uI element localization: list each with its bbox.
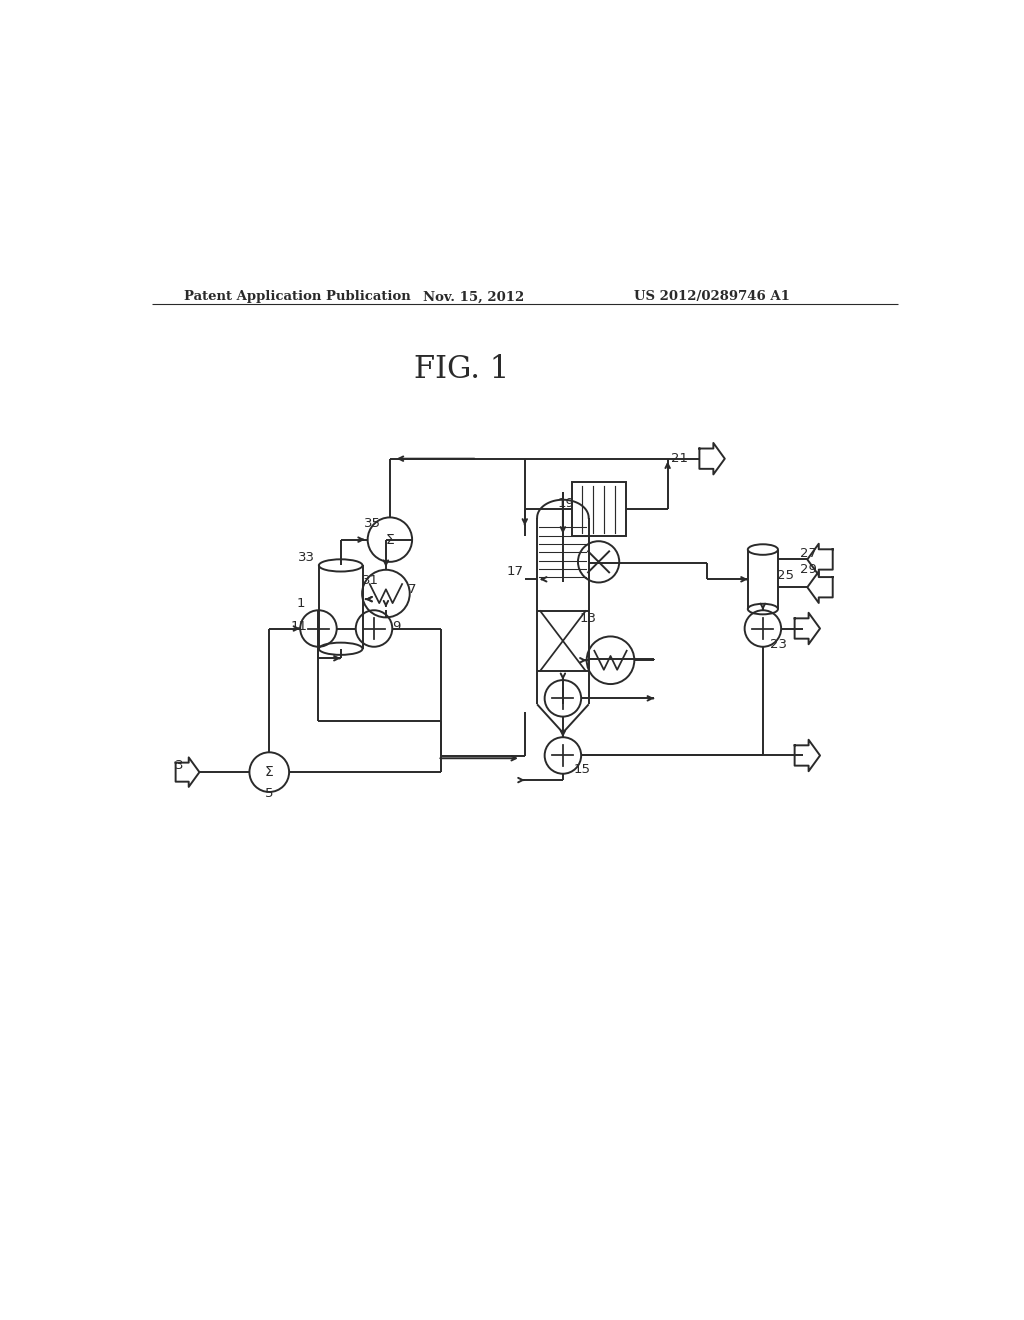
Text: Σ: Σ [385, 533, 394, 546]
Text: 33: 33 [298, 552, 315, 565]
Text: Patent Application Publication: Patent Application Publication [183, 290, 411, 304]
Text: 15: 15 [573, 763, 591, 776]
Text: 7: 7 [408, 583, 417, 597]
Text: 25: 25 [776, 569, 794, 582]
Text: 29: 29 [800, 564, 816, 577]
Bar [571, 483, 626, 536]
Text: 31: 31 [361, 574, 379, 587]
Text: 21: 21 [671, 453, 688, 465]
Text: 3: 3 [175, 759, 184, 772]
Text: Nov. 15, 2012: Nov. 15, 2012 [423, 290, 524, 304]
Text: 5: 5 [265, 787, 273, 800]
Text: 19: 19 [558, 498, 574, 511]
Text: 35: 35 [364, 517, 381, 531]
Text: 23: 23 [770, 638, 787, 651]
Text: FIG. 1: FIG. 1 [414, 354, 509, 384]
Text: Σ: Σ [265, 766, 273, 779]
Text: 13: 13 [580, 612, 597, 626]
Text: US 2012/0289746 A1: US 2012/0289746 A1 [634, 290, 791, 304]
Text: 17: 17 [507, 565, 524, 578]
Text: 9: 9 [392, 620, 400, 634]
Text: 27: 27 [800, 546, 816, 560]
Text: 1: 1 [297, 597, 305, 610]
Text: 11: 11 [290, 620, 307, 634]
